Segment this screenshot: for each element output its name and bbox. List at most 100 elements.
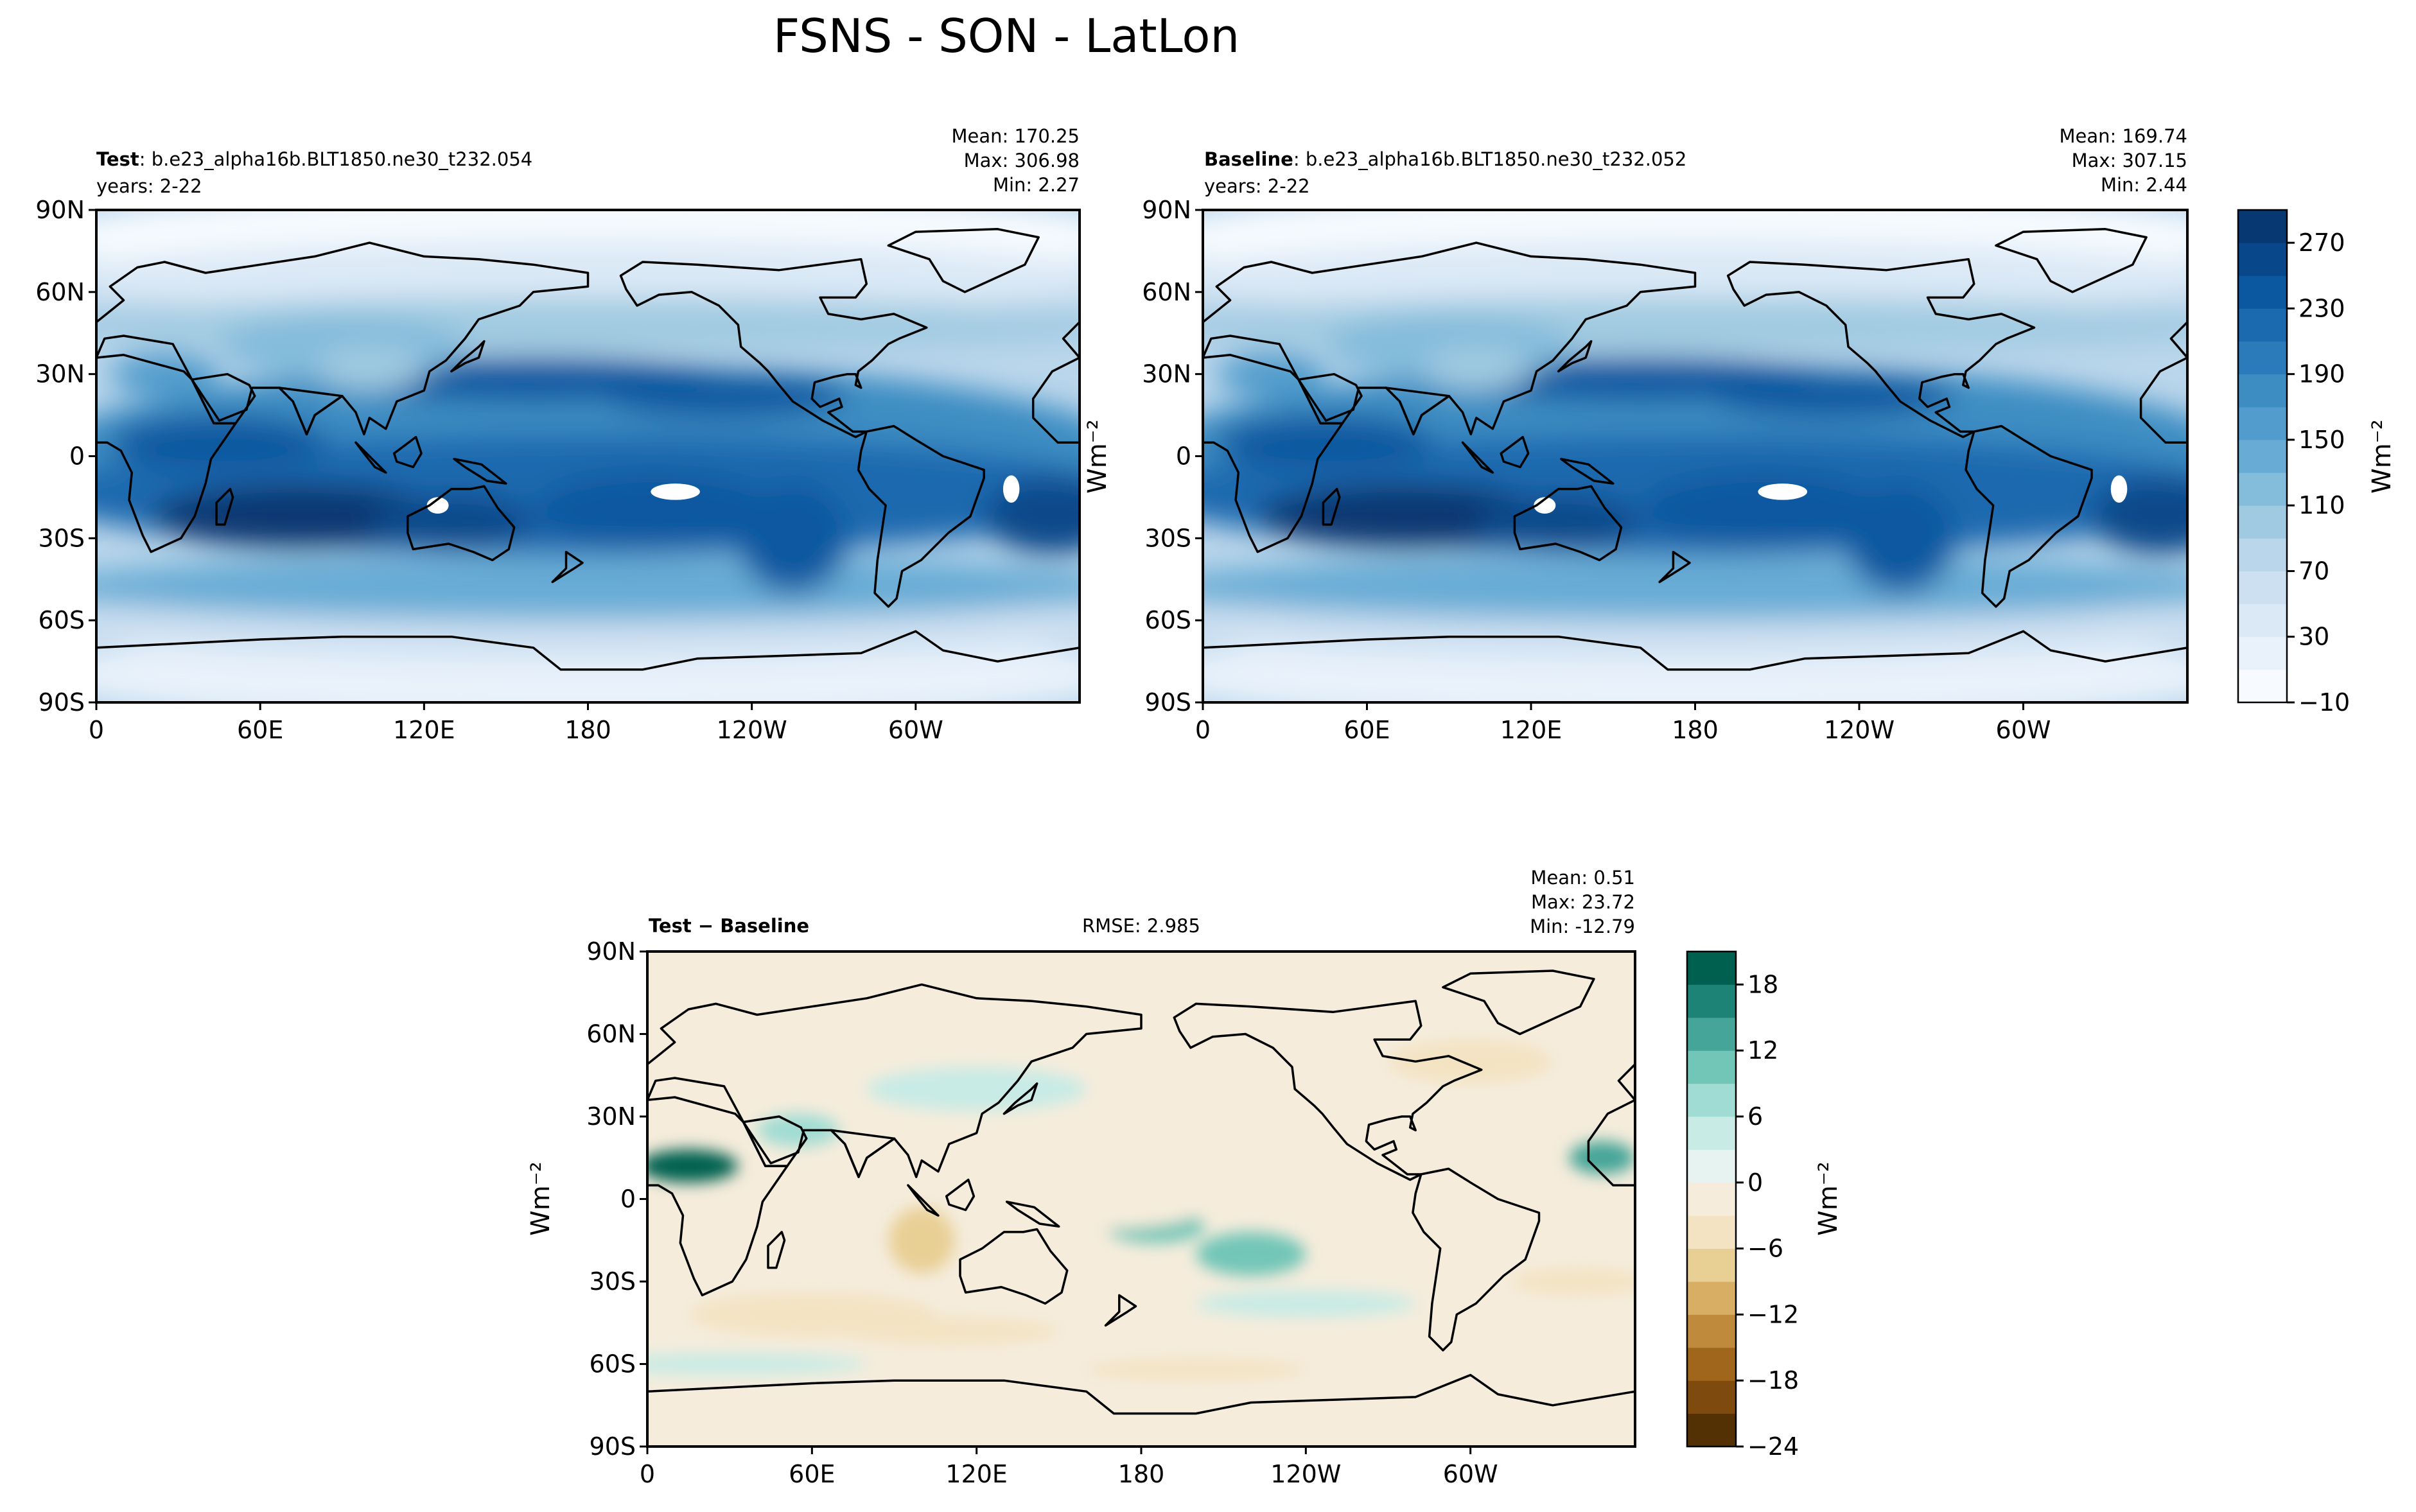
field-blob (1421, 347, 1531, 391)
coastline-north-america (1726, 257, 2036, 439)
diff-x-ticks: 0 60E 120E 180 120W 60W (640, 1447, 1498, 1488)
field-blob (533, 473, 780, 550)
y-tick-label: 90S (1145, 688, 1191, 717)
colorbar-tick-label: −18 (1747, 1366, 1799, 1395)
field-blob (1708, 374, 1956, 418)
y-tick-label: 0 (69, 442, 85, 471)
colorbar-band (1687, 1149, 1736, 1183)
coastline-antarctica (647, 1373, 1635, 1447)
baseline-colorbar: 270 230 190 150 110 70 30 −10 Wm⁻² (2237, 209, 2397, 717)
test-case-label: b.e23_alpha16b.BLT1850.ne30_t232.054 (152, 148, 533, 170)
field-blob (1845, 483, 1956, 593)
field-blob (738, 483, 848, 593)
x-tick-label: 180 (1672, 716, 1719, 744)
colorbar-band (1687, 1215, 1736, 1249)
coastline-india (1385, 387, 1451, 436)
y-tick-label: 0 (1176, 442, 1191, 471)
colorbar-tick-label: 30 (2298, 623, 2329, 651)
coastline-new-guinea (1560, 458, 1615, 485)
colorbar-band (1687, 1050, 1736, 1084)
baseline-min-stat: Min: 2.44 (2101, 174, 2187, 196)
coastline-japan (1557, 340, 1593, 373)
diff-ylabel: Wm⁻² (526, 1161, 556, 1236)
baseline-colorbar-ticks: 270 230 190 150 110 70 30 −10 (2287, 229, 2350, 717)
y-tick-label: 90N (1142, 196, 1191, 224)
coastline-sumatra (1461, 441, 1494, 474)
field-blob (110, 415, 329, 470)
coastline-arabia (1297, 372, 1363, 425)
y-tick-label: 60N (35, 278, 85, 306)
colorbar-tick-label: 110 (2298, 491, 2345, 519)
coastline-borneo (392, 435, 423, 469)
colorbar-tick-label: −24 (1747, 1432, 1799, 1461)
x-tick-label: 120E (393, 716, 455, 744)
field-blob (839, 1317, 1059, 1345)
field-blob (96, 297, 1080, 352)
baseline-ylabel: Wm⁻² (1083, 419, 1112, 494)
colorbar-band (1687, 1083, 1736, 1117)
colorbar-tick-label: 6 (1747, 1102, 1763, 1131)
colorbar-tick-label: 150 (2298, 426, 2345, 454)
test-years-label: years: 2-22 (96, 175, 202, 197)
field-blob (1196, 1231, 1306, 1276)
diff-colorbar-bands (1687, 952, 1736, 1447)
colorbar-band (2238, 210, 2287, 243)
coastline-antarctica (96, 630, 1080, 702)
field-blob (757, 1113, 840, 1147)
field-blob (1216, 352, 1326, 396)
x-tick-label: 180 (565, 716, 611, 744)
coastline-europe-asia (1203, 241, 1697, 436)
field-shading (96, 210, 1080, 702)
field-blob (1640, 473, 1887, 550)
x-tick-label: 120W (717, 716, 787, 744)
test-coastlines (96, 228, 1080, 702)
y-tick-label: 90N (35, 196, 85, 224)
y-tick-label: 90N (586, 937, 636, 966)
field-blob (601, 374, 848, 418)
coastline-africa-east (2139, 356, 2187, 444)
figure-title: FSNS - SON - LatLon (773, 9, 1239, 63)
x-tick-label: 60E (1344, 716, 1390, 744)
y-tick-label: 30N (586, 1102, 636, 1131)
colorbar-band (2238, 473, 2287, 506)
y-tick-label: 60S (590, 1350, 636, 1378)
missing-data-patch (1758, 483, 1808, 500)
coastline-borneo (1500, 435, 1530, 469)
field-blob (647, 1353, 867, 1375)
svg-text:Baseline: b.e23_alpha16b.BLT18: Baseline: b.e23_alpha16b.BLT1850.ne30_t2… (1204, 148, 1686, 170)
coastline-australia (959, 1228, 1069, 1305)
field-blob (866, 1066, 1087, 1111)
baseline-coastlines (1203, 228, 2187, 702)
colorbar-band (2238, 669, 2287, 703)
coastline-europe-east (2169, 320, 2187, 359)
colorbar-band (2238, 308, 2287, 342)
coastline-greenland (887, 228, 1040, 293)
test-min-stat: Min: 2.27 (993, 174, 1080, 196)
baseline-colorbar-frame (2237, 209, 2288, 704)
y-tick-label: 60S (39, 606, 85, 634)
diff-name-minus: − (692, 915, 721, 937)
field-blob (647, 1149, 738, 1183)
y-tick-label: 60S (1145, 606, 1191, 634)
diff-mean-stat: Mean: 0.51 (1530, 867, 1635, 889)
test-x-ticks: 0 60E 120E 180 120W 60W (89, 702, 943, 744)
colorbar-band (2238, 604, 2287, 638)
coastline-antarctica (1203, 630, 2187, 702)
colorbar-band (2238, 243, 2287, 276)
coastline-africa (1203, 354, 1344, 553)
coastline-arabia (191, 372, 256, 425)
coastline-madagascar (1322, 487, 1341, 526)
coastline-north-america (619, 257, 928, 439)
baseline-panel: Wm⁻² Baseline: b.e23_alpha16b.BLT1850.ne… (1083, 125, 2397, 744)
baseline-y-ticks: 90N 60N 30N 0 30S 60S 90S (1142, 196, 1203, 717)
y-tick-label: 30S (590, 1267, 636, 1296)
y-tick-label: 30S (1145, 524, 1191, 552)
test-y-ticks: 90N 60N 30N 0 30S 60S 90S (35, 196, 96, 717)
colorbar-band (1687, 1117, 1736, 1150)
x-tick-label: 60W (1443, 1460, 1498, 1488)
field-shading (1203, 210, 2187, 702)
baseline-case-label: b.e23_alpha16b.BLT1850.ne30_t232.052 (1306, 148, 1687, 170)
coastline-arabia (742, 1115, 808, 1167)
field-blob (1216, 415, 1435, 470)
missing-data-patch (1534, 497, 1556, 514)
